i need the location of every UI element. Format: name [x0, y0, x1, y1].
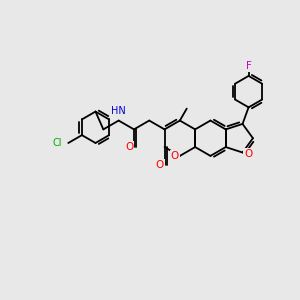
Text: O: O — [171, 151, 179, 161]
Text: O: O — [125, 142, 133, 152]
Text: O: O — [155, 160, 164, 170]
Text: F: F — [246, 61, 251, 71]
Text: O: O — [244, 149, 253, 160]
Text: HN: HN — [111, 106, 126, 116]
Text: Cl: Cl — [53, 138, 62, 148]
